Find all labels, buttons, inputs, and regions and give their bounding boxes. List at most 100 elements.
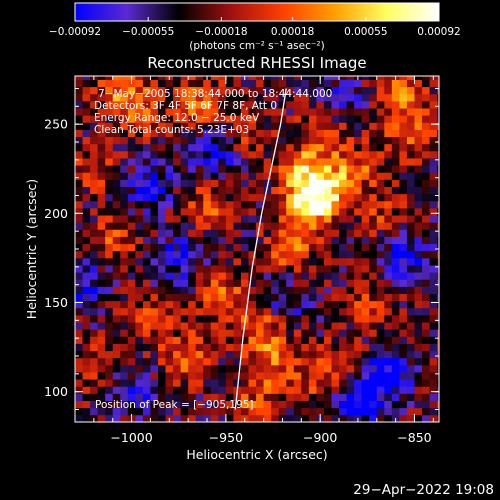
heatmap-cell (120, 350, 129, 359)
heatmap-cell (429, 364, 438, 373)
heatmap-cell (188, 193, 197, 202)
heatmap-cell (240, 379, 249, 387)
heatmap-cell (112, 86, 121, 95)
heatmap-cell (429, 207, 438, 216)
heatmap-cell (263, 79, 272, 88)
heatmap-cell (142, 136, 151, 145)
heatmap-cell (346, 393, 355, 401)
heatmap-cell (225, 357, 234, 366)
heatmap-cell (391, 100, 400, 109)
heatmap-cell (293, 115, 302, 123)
heatmap-cell (346, 357, 355, 366)
heatmap-cell (256, 172, 264, 180)
heatmap-cell (384, 165, 393, 173)
heatmap-cell (210, 414, 219, 422)
heatmap-cell (225, 272, 234, 280)
heatmap-cell (286, 229, 295, 237)
heatmap-cell (301, 257, 310, 266)
heatmap-cell (142, 222, 151, 230)
heatmap-cell (271, 400, 280, 409)
heatmap-cell (218, 207, 227, 216)
heatmap-cell (346, 129, 355, 138)
heatmap-cell (361, 76, 370, 80)
heatmap-cell (384, 300, 393, 309)
heatmap-cell (376, 108, 385, 116)
heatmap-cell (248, 193, 257, 202)
heatmap-cell (399, 193, 408, 202)
heatmap-cell (278, 372, 287, 380)
heatmap-cell (414, 100, 423, 109)
heatmap-cell (135, 150, 144, 159)
heatmap-cell (82, 100, 91, 109)
heatmap-cell (256, 379, 264, 387)
heatmap-cell (414, 336, 423, 344)
heatmap-cell (331, 193, 340, 202)
heatmap-cell (218, 165, 227, 173)
x-axis-ticks: −1000 −950 −900 −850 (93, 76, 434, 445)
heatmap-cell (376, 86, 385, 95)
heatmap-cell (173, 93, 182, 102)
heatmap-cell (233, 272, 242, 280)
heatmap-cell (361, 172, 370, 180)
heatmap-cell (120, 108, 129, 116)
heatmap-cell (82, 122, 91, 130)
heatmap-cell (127, 372, 136, 380)
heatmap-cell (301, 207, 310, 216)
heatmap-cell (414, 322, 423, 330)
heatmap-cell (157, 307, 166, 316)
heatmap-cell (248, 115, 257, 123)
heatmap-cell (157, 165, 166, 173)
heatmap-cell (75, 200, 83, 209)
heatmap-cell (173, 286, 182, 294)
heatmap-cell (301, 336, 310, 344)
heatmap-cell (437, 243, 439, 252)
heatmap-cell (384, 393, 393, 401)
heatmap-cell (301, 86, 310, 95)
heatmap-cell (127, 143, 136, 152)
heatmap-cell (354, 150, 363, 159)
heatmap-cell (414, 286, 423, 294)
heatmap-cell (112, 200, 121, 209)
heatmap-cell (361, 215, 370, 223)
heatmap-cell (308, 343, 317, 352)
heatmap-cell (173, 314, 182, 323)
heatmap-cell (225, 229, 234, 237)
heatmap-cell (105, 165, 114, 173)
heatmap-cell (391, 279, 400, 287)
heatmap-cell (406, 372, 415, 380)
heatmap-cell (286, 250, 295, 259)
heatmap-cell (331, 350, 340, 359)
heatmap-cell (112, 300, 121, 309)
heatmap-cell (369, 179, 378, 187)
heatmap-cell (369, 215, 378, 223)
heatmap-cell (135, 350, 144, 359)
heatmap-cell (308, 379, 317, 387)
heatmap-cell (346, 158, 355, 166)
heatmap-cell (82, 179, 91, 187)
heatmap-cell (308, 100, 317, 109)
heatmap-cell (316, 407, 325, 416)
heatmap-cell (256, 115, 264, 123)
heatmap-cell (278, 100, 287, 109)
heatmap-cell (271, 265, 280, 273)
heatmap-cell (135, 93, 144, 102)
heatmap-cell (173, 222, 182, 230)
heatmap-cell (293, 93, 302, 102)
heatmap-cell (75, 93, 83, 102)
heatmap-cell (308, 307, 317, 316)
heatmap-cell (331, 250, 340, 259)
heatmap-cell (210, 193, 219, 202)
heatmap-cell (165, 79, 174, 88)
heatmap-cell (210, 329, 219, 337)
heatmap-cell (414, 150, 423, 159)
heatmap-cell (165, 393, 174, 401)
heatmap-cell (263, 243, 272, 252)
heatmap-cell (248, 186, 257, 195)
heatmap-cell (331, 243, 340, 252)
heatmap-cell (331, 257, 340, 266)
heatmap-cell (173, 143, 182, 152)
heatmap-cell (210, 108, 219, 116)
heatmap-cell (150, 272, 159, 280)
heatmap-cell (195, 414, 204, 422)
heatmap-cell (256, 79, 264, 88)
